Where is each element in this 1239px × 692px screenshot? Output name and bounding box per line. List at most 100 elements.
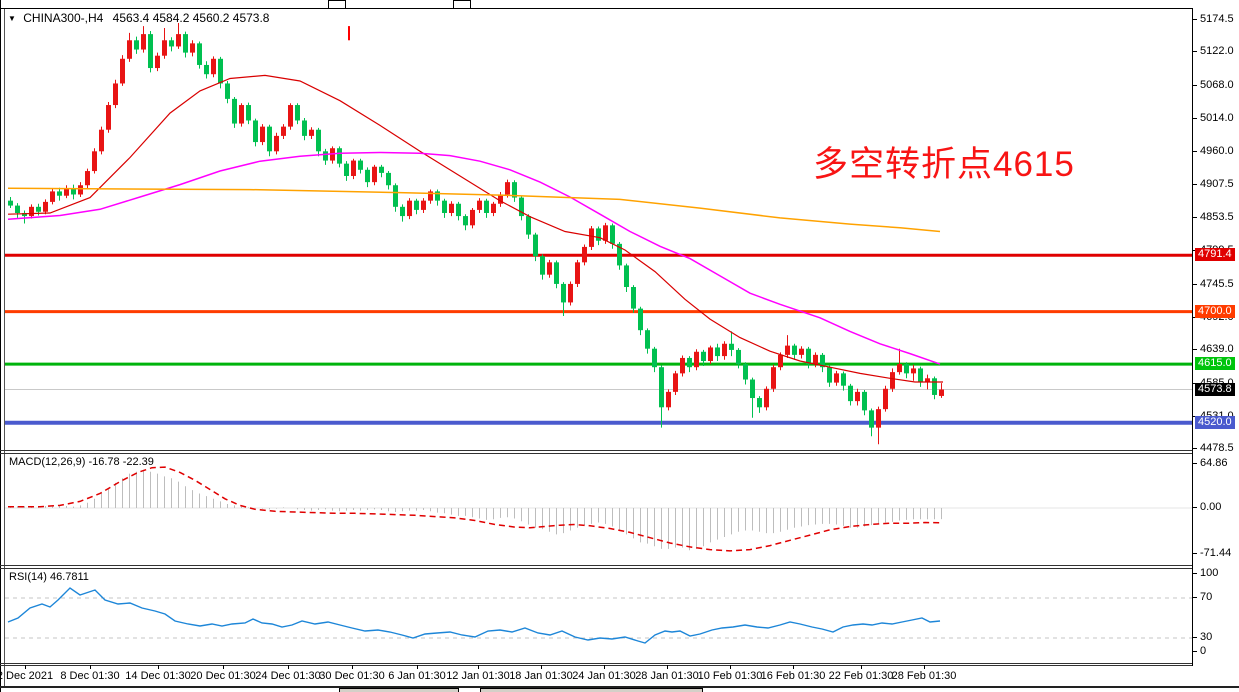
candle-body-down [323, 151, 328, 161]
candle-body-down [610, 225, 615, 244]
candle-body-up [568, 283, 573, 303]
candle-body-up [43, 201, 48, 212]
candle-body-up [834, 373, 839, 383]
candle-body-up [890, 372, 895, 389]
price-badge-4791.4: 4791.4 [1195, 248, 1235, 262]
rsi-line [7, 587, 941, 644]
panel-divider[interactable] [0, 453, 1239, 454]
candle-body-down [512, 182, 517, 198]
candle-body-down [316, 129, 321, 152]
indicator-tick-label: 70 [1200, 591, 1213, 603]
candle-body-up [50, 191, 55, 202]
candle-body-up [281, 126, 286, 136]
candle-body-up [428, 191, 433, 201]
price-tick [1193, 19, 1197, 20]
candle-body-up [855, 391, 860, 402]
time-tick-label: 6 Jan 01:30 [388, 670, 446, 682]
price-tick [1193, 151, 1197, 153]
candle-body-down [701, 351, 706, 362]
price-tick-label: 5122.0 [1200, 45, 1234, 58]
candle-body-up [778, 354, 783, 368]
candle-body-down [519, 197, 524, 217]
price-tick [1193, 216, 1197, 218]
candle-body-down [652, 348, 657, 368]
price-badge-4573.8: 4573.8 [1195, 382, 1235, 396]
candle-body-down [533, 234, 538, 257]
candle-body-up [239, 105, 244, 124]
time-tick-label: 14 Dec 01:30 [125, 670, 191, 682]
panel-divider[interactable] [0, 568, 1239, 569]
indicator-tick-label: 30 [1200, 631, 1213, 643]
candle-body-down [827, 367, 832, 383]
candle-body-up [29, 206, 34, 217]
macd-label: MACD(12,26,9) -16.78 -22.39 [9, 456, 154, 468]
panel-divider[interactable] [0, 450, 1239, 451]
time-tick [90, 665, 91, 669]
candle-body-up [190, 43, 195, 53]
candle-body-down [379, 166, 384, 173]
candle-body-down [295, 105, 300, 121]
frame-left-outer [0, 0, 1, 692]
candle-body-down [358, 160, 363, 170]
price-tick-label: 4639.0 [1200, 343, 1234, 356]
indicator-tick [1193, 463, 1197, 464]
candle-body-down [36, 206, 41, 212]
text-annotation[interactable]: 多空转折点4615 [813, 145, 1075, 184]
candle-body-down [57, 191, 62, 196]
candle-body-up [876, 409, 881, 428]
candle-body-up [351, 160, 356, 176]
candle-body-up [603, 225, 608, 241]
candle-body-up [498, 194, 503, 204]
frame-left-inner [4, 8, 5, 686]
candle-body-down [715, 347, 720, 357]
macd-signal-line [8, 466, 941, 552]
candle-body-up [372, 166, 377, 183]
indicator-tick-label: 100 [1200, 567, 1219, 579]
candle-body-down [904, 364, 909, 374]
price-tick-label: 4853.5 [1200, 210, 1234, 223]
time-tick [223, 665, 224, 669]
time-tick [288, 665, 289, 669]
price-tick [1193, 117, 1197, 119]
candle-body-up [449, 203, 454, 213]
candle-body-down [232, 98, 237, 124]
candle-body-up [113, 83, 118, 106]
indicator-tick [1193, 637, 1197, 638]
ma-slow-orange [7, 187, 941, 233]
candle-body-down [806, 348, 811, 365]
time-tick [667, 665, 668, 669]
price-tick-label: 5068.0 [1200, 78, 1234, 91]
candle-body-up [470, 209, 475, 226]
price-badge-4615.0: 4615.0 [1195, 357, 1235, 371]
candle-body-up [813, 354, 818, 365]
candle-body-down [344, 163, 349, 176]
main-chart-canvas[interactable] [5, 8, 1192, 450]
candle-body-down [442, 200, 447, 213]
price-axis[interactable] [1192, 8, 1239, 666]
macd-canvas[interactable] [5, 454, 1192, 565]
panel-divider[interactable] [0, 565, 1239, 566]
taskbar-fragment [339, 688, 459, 692]
price-tick-label: 4960.0 [1200, 145, 1234, 158]
candle-body-down [659, 367, 664, 408]
candle-body-up [785, 345, 790, 355]
indicator-tick [1193, 553, 1197, 554]
rsi-label: RSI(14) 46.7811 [9, 571, 89, 583]
collapse-arrow-icon[interactable]: ▼ [8, 14, 16, 23]
candle-body-up [939, 389, 944, 396]
rsi-canvas[interactable] [5, 569, 1192, 663]
candle-body-up [883, 388, 888, 410]
candle-body-up [925, 378, 930, 382]
candle-body-down [918, 368, 923, 382]
candle-body-down [400, 206, 405, 217]
time-tick-label: 28 Feb 01:30 [891, 670, 957, 682]
time-tick [541, 665, 542, 669]
frame-bottom-inner [0, 663, 1239, 664]
candle-body-down [820, 354, 825, 368]
candle-body-down [414, 200, 419, 210]
time-tick [25, 665, 26, 669]
price-tick-label: 5014.0 [1200, 111, 1234, 124]
top-window-fragment [328, 0, 346, 9]
candle-body-down [148, 34, 153, 69]
candle-body-up [155, 55, 160, 69]
